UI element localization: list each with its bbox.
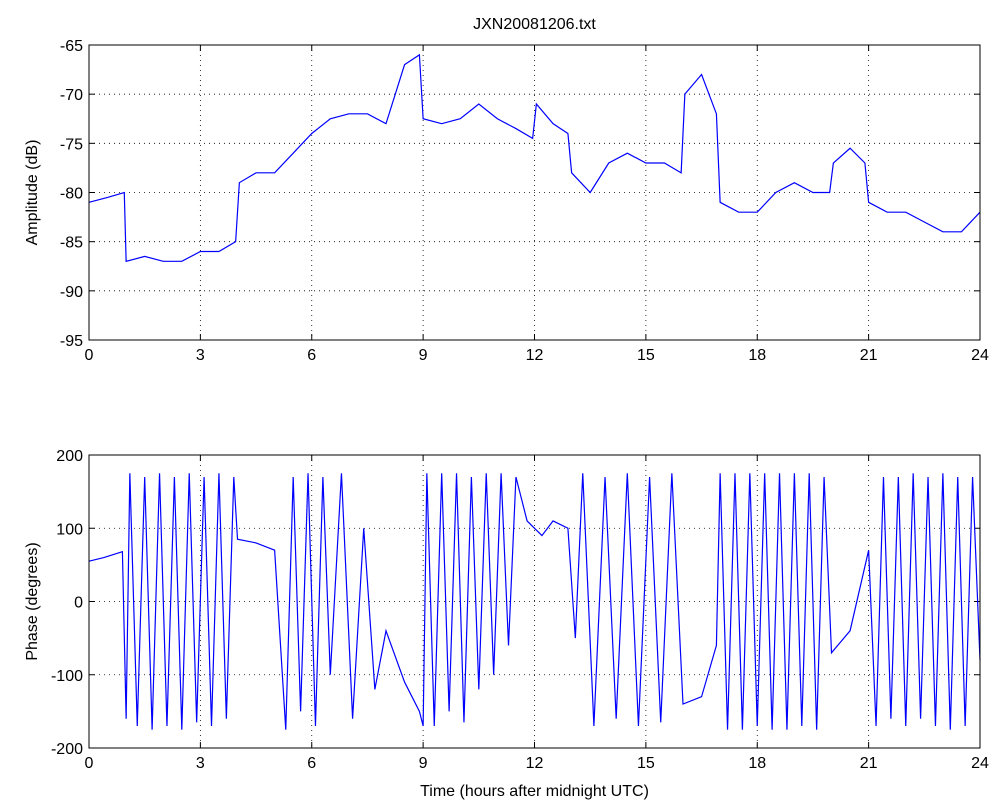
data-line bbox=[88, 473, 981, 730]
data-line bbox=[88, 53, 981, 263]
x-tick-label: 9 bbox=[419, 347, 428, 364]
x-tick-label: 24 bbox=[971, 755, 989, 772]
y-tick-label: -90 bbox=[60, 284, 83, 301]
y-tick-label: -85 bbox=[60, 235, 83, 252]
y-tick-label: -95 bbox=[60, 333, 83, 350]
y-tick-label: -200 bbox=[51, 741, 83, 758]
y-tick-label: 200 bbox=[56, 448, 83, 465]
y-tick-label: -75 bbox=[60, 136, 83, 153]
x-tick-label: 6 bbox=[307, 755, 316, 772]
x-tick-label: 15 bbox=[637, 347, 655, 364]
y-tick-label: -65 bbox=[60, 38, 83, 55]
x-tick-label: 0 bbox=[85, 347, 94, 364]
y-tick-label: -70 bbox=[60, 87, 83, 104]
x-tick-label: 18 bbox=[748, 755, 766, 772]
x-tick-label: 21 bbox=[860, 755, 878, 772]
axes-box bbox=[88, 454, 981, 749]
x-tick-label: 15 bbox=[637, 755, 655, 772]
chart-title: JXN20081206.txt bbox=[473, 16, 596, 33]
x-tick-label: 3 bbox=[196, 347, 205, 364]
y-axis-label: Amplitude (dB) bbox=[24, 140, 41, 246]
y-axis-label: Phase (degrees) bbox=[24, 542, 41, 660]
x-tick-label: 12 bbox=[526, 755, 544, 772]
y-tick-label: -80 bbox=[60, 186, 83, 203]
x-tick-label: 21 bbox=[860, 347, 878, 364]
x-tick-label: 24 bbox=[971, 347, 989, 364]
axes-box bbox=[88, 44, 981, 341]
x-tick-label: 9 bbox=[419, 755, 428, 772]
x-tick-label: 3 bbox=[196, 755, 205, 772]
y-tick-label: 0 bbox=[74, 595, 83, 612]
x-tick-label: 0 bbox=[85, 755, 94, 772]
x-tick-label: 6 bbox=[307, 347, 316, 364]
x-axis-label: Time (hours after midnight UTC) bbox=[420, 783, 649, 800]
x-tick-label: 18 bbox=[748, 347, 766, 364]
y-tick-label: 100 bbox=[56, 521, 83, 538]
y-tick-label: -100 bbox=[51, 668, 83, 685]
x-tick-label: 12 bbox=[526, 347, 544, 364]
